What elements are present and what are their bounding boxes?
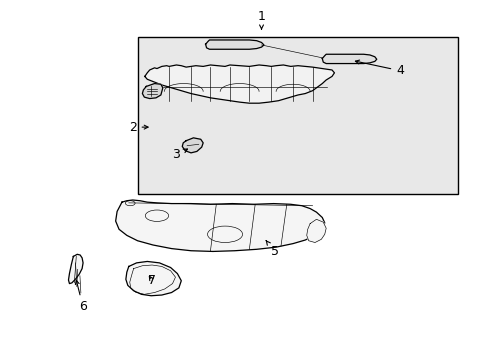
Polygon shape (125, 261, 181, 296)
Polygon shape (68, 254, 83, 284)
Bar (137, 37, 458, 194)
Text: 7: 7 (148, 274, 156, 287)
Polygon shape (142, 84, 163, 99)
Text: 1: 1 (257, 10, 265, 29)
Text: 6: 6 (75, 280, 87, 313)
Polygon shape (182, 138, 203, 153)
Text: 5: 5 (265, 240, 278, 258)
Text: 2: 2 (128, 121, 148, 134)
Polygon shape (306, 219, 325, 243)
Text: 4: 4 (355, 60, 403, 77)
Polygon shape (144, 65, 334, 103)
Polygon shape (116, 200, 324, 251)
Text: 3: 3 (172, 148, 187, 162)
Polygon shape (205, 40, 264, 49)
Polygon shape (322, 54, 376, 64)
